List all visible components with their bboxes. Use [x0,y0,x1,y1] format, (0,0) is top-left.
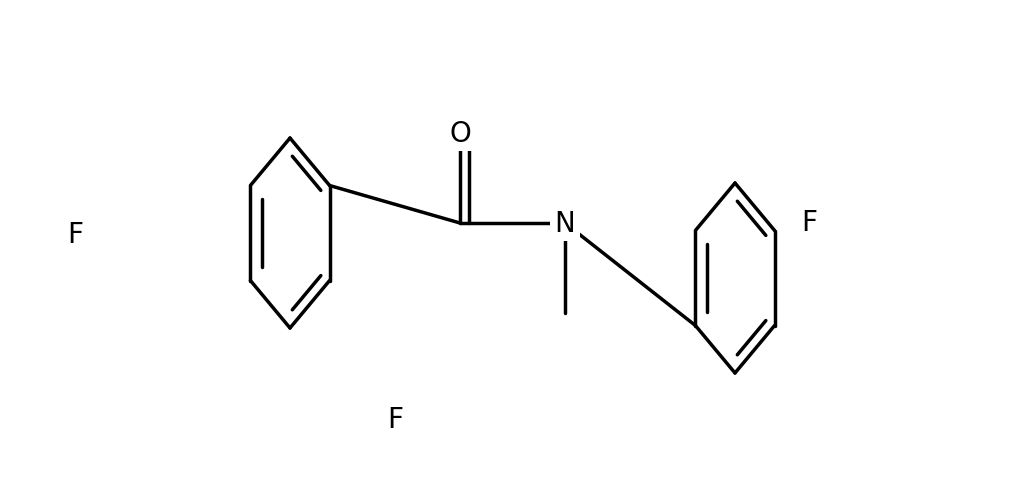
Text: F: F [802,209,818,237]
Text: F: F [67,221,83,248]
Text: N: N [555,209,575,238]
Text: O: O [449,120,470,148]
Text: F: F [387,405,403,433]
